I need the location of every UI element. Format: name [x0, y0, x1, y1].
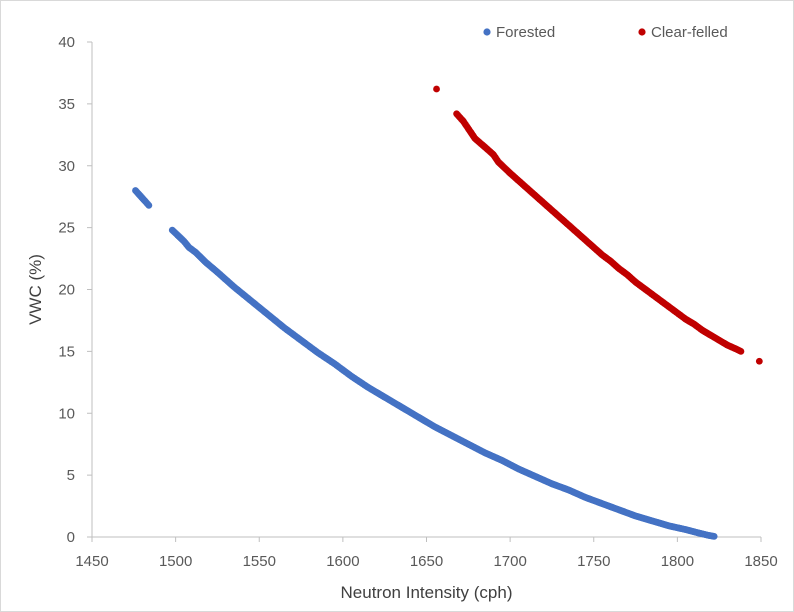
data-points — [132, 85, 763, 540]
x-tick-label: 1450 — [75, 553, 108, 570]
x-tick-label: 1750 — [577, 553, 610, 570]
legend-label: Clear-felled — [651, 24, 728, 41]
data-point — [145, 201, 153, 209]
x-tick-label: 1850 — [744, 553, 777, 570]
data-point — [737, 347, 745, 355]
x-axis — [91, 536, 762, 542]
x-axis-title: Neutron Intensity (cph) — [341, 583, 513, 602]
legend-marker — [483, 28, 491, 36]
y-axis — [87, 41, 93, 538]
x-tick-label: 1500 — [159, 553, 192, 570]
x-tick-label: 1550 — [243, 553, 276, 570]
legend-marker — [638, 28, 646, 36]
y-tick-label: 25 — [58, 220, 75, 237]
series-forested — [132, 187, 718, 540]
y-tick-label: 0 — [67, 529, 75, 546]
y-tick-label: 30 — [58, 158, 75, 175]
y-tick-label: 20 — [58, 282, 75, 299]
y-tick-label: 5 — [67, 467, 75, 484]
y-tick-label: 10 — [58, 405, 75, 422]
data-point — [755, 357, 763, 365]
data-point — [710, 532, 718, 540]
legend: Forested Clear-felled — [483, 24, 728, 41]
series-clear-felled — [433, 85, 763, 365]
tick-labels: 1450 1500 1550 1600 1650 1700 1750 1800 1850 0 5 10… — [58, 34, 777, 570]
x-tick-label: 1800 — [661, 553, 694, 570]
y-tick-label: 40 — [58, 34, 75, 51]
x-tick-label: 1600 — [326, 553, 359, 570]
y-tick-label: 15 — [58, 343, 75, 360]
y-tick-label: 35 — [58, 96, 75, 113]
data-point — [433, 85, 440, 93]
legend-label: Forested — [496, 24, 555, 41]
x-tick-label: 1650 — [410, 553, 443, 570]
y-axis-title: VWC (%) — [26, 254, 45, 325]
x-tick-label: 1700 — [493, 553, 526, 570]
